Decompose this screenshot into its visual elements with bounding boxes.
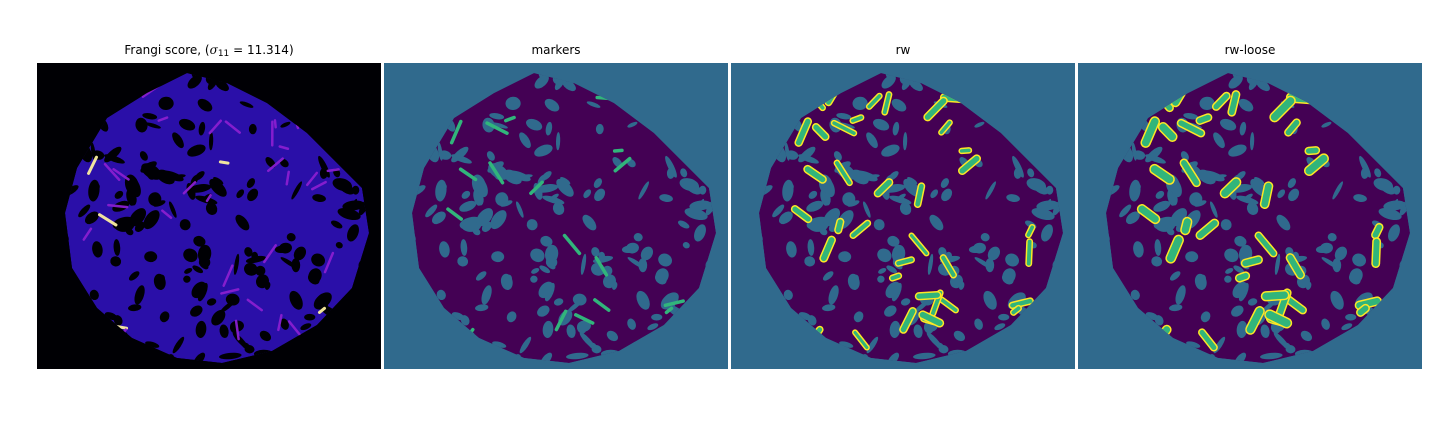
frangi-panel-title: Frangi score, (σ11 = 11.314) [37, 43, 381, 59]
sigma-symbol: σ [209, 43, 218, 57]
rw-loose-panel-title: rw-loose [1224, 43, 1276, 57]
sigma-subscript: 11 [217, 49, 230, 59]
markers-image [384, 63, 728, 369]
rw-loose-image [1078, 63, 1422, 369]
frangi-title-suffix: = 11.314) [229, 43, 294, 57]
rw-image [731, 63, 1075, 369]
frangi-title-prefix: Frangi score, ( [124, 43, 210, 57]
frangi-score-image [37, 63, 381, 369]
markers-panel-title: markers [531, 43, 581, 57]
rw-panel-title: rw [895, 43, 911, 57]
